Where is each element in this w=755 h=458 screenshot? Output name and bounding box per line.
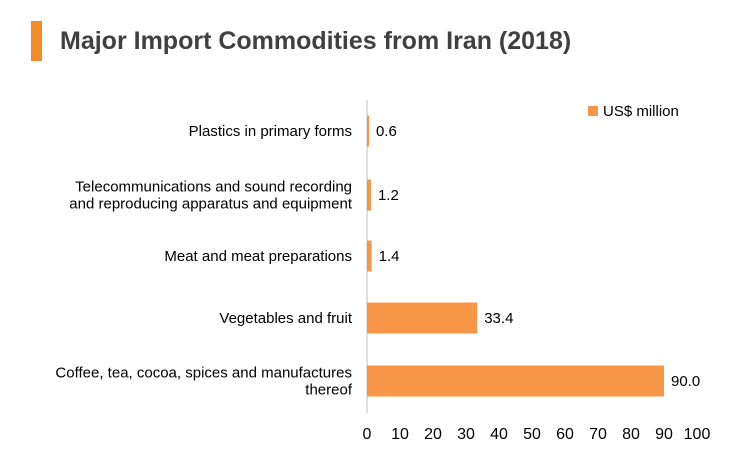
x-tick-label: 100 [684,426,711,443]
bar [367,240,372,272]
legend-label: US$ million [603,103,679,120]
x-tick-label: 60 [556,426,574,443]
x-tick-label: 50 [523,426,541,443]
title-accent-bar [31,21,42,61]
bar [367,115,369,147]
data-label: 33.4 [484,310,513,327]
data-label: 0.6 [376,123,397,140]
bar [367,179,371,211]
category-label: Plastics in primary forms [189,123,352,140]
category-label: thereof [305,382,353,399]
bar [367,365,664,397]
x-tick-label: 90 [655,426,673,443]
data-label: 90.0 [671,373,700,390]
x-tick-label: 80 [622,426,640,443]
category-label: Coffee, tea, cocoa, spices and manufactu… [55,365,352,382]
category-label: Telecommunications and sound recording [75,179,352,196]
x-tick-label: 30 [457,426,475,443]
legend-swatch [588,106,598,116]
chart-title: Major Import Commodities from Iran (2018… [60,27,572,55]
category-label: Meat and meat preparations [164,248,352,265]
data-label: 1.4 [379,248,400,265]
data-label: 1.2 [378,187,399,204]
x-tick-label: 10 [391,426,409,443]
x-tick-label: 40 [490,426,508,443]
bar [367,302,478,334]
category-label: Vegetables and fruit [219,310,352,327]
x-tick-label: 0 [363,426,372,443]
x-tick-label: 70 [589,426,607,443]
x-tick-label: 20 [424,426,442,443]
category-label: and reproducing apparatus and equipment [69,196,353,213]
